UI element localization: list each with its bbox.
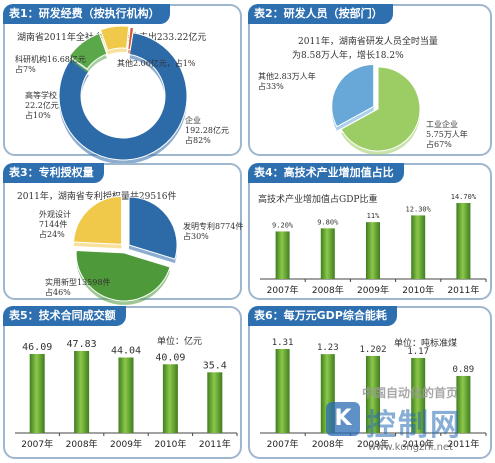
pie-label-other: 其他2.06亿元，占1% — [117, 59, 196, 68]
bar-2 — [366, 355, 380, 433]
panel-title: 表6：每万元GDP综合能耗 — [248, 306, 397, 326]
x-tick-label: 2010年 — [402, 438, 434, 450]
panel-subtitle-line1: 2011年，湖南省研发人员全时当量 — [298, 37, 438, 47]
pie-chart-rd-personnel — [331, 63, 421, 155]
bar-value-label: 44.04 — [111, 345, 141, 356]
bar-value-label: 35.4 — [203, 360, 227, 371]
x-tick-label: 2007年 — [267, 438, 299, 450]
pie-slice-3 — [127, 26, 135, 51]
panel-title: 表3：专利授权量 — [3, 163, 104, 183]
panel-hightech-share: 表4：高技术产业增加值占比 高技术产业增加值占GDP比重 9.20% 2007年 9… — [248, 163, 492, 300]
bar-value-label: 1.17 — [407, 347, 429, 357]
bar-value-label: 9.80% — [317, 218, 339, 226]
pie-label-utility: 实用新型13598件 占46% — [45, 278, 111, 297]
bar-value-label: 11% — [367, 212, 380, 220]
bar-2 — [118, 357, 134, 433]
x-tick-label: 2011年 — [199, 438, 231, 450]
bar-value-label: 47.83 — [67, 339, 97, 350]
bar-1 — [320, 354, 335, 433]
x-tick-label: 2008年 — [312, 284, 344, 296]
panel-tech-contracts: 表5：技术合同成交额 单位：亿元 46.09 2007年 47.83 2008年 44.… — [3, 306, 242, 459]
bar-3 — [162, 364, 178, 433]
bar-0 — [275, 349, 290, 433]
bar-chart-tech-contracts: 46.09 2007年 47.83 2008年 44.04 2009年 40.09 2010年… — [15, 339, 238, 450]
bar-1 — [320, 228, 335, 279]
pie-label-industrial: 工业企业 5.75万人年 占67% — [426, 120, 468, 149]
bar-3 — [411, 357, 426, 433]
pie-label-other: 其他2.83万人年 占33% — [258, 72, 316, 91]
panel-title: 表5：技术合同成交额 — [3, 306, 126, 326]
x-tick-label: 2011年 — [447, 284, 479, 296]
unit-label: 单位：亿元 — [157, 337, 203, 347]
pie-label-universities: 高等学校 22.2亿元 占10% — [25, 91, 59, 120]
x-tick-label: 2010年 — [402, 284, 434, 296]
x-tick-label: 2008年 — [312, 438, 344, 450]
pie-label-enterprise: 企业 192.28亿元 占82% — [185, 116, 229, 145]
bar-0 — [29, 353, 45, 433]
bar-2 — [366, 222, 380, 279]
pie-slice-1 — [68, 32, 108, 70]
bar-4 — [207, 372, 223, 433]
bar-value-label: 46.09 — [22, 342, 52, 353]
pie-slice-0 — [340, 66, 421, 152]
panel-title: 表2：研发人员（按部门） — [248, 4, 393, 24]
bar-value-label: 40.09 — [155, 352, 185, 363]
panel-subtitle: 2011年，湖南省专利授权量共29516件 — [17, 192, 177, 202]
pie-chart-patents — [73, 195, 178, 305]
panel-rd-personnel: 表2：研发人员（按部门） 2011年，湖南省研发人员全时当量 为8.58万人年，… — [248, 4, 492, 156]
bar-chart-hightech-share: 9.20% 2007年 9.80% 2008年 11% 2009年 12.30% 2010年 1… — [260, 193, 487, 296]
bar-value-label: 14.70% — [451, 193, 477, 201]
pie-slice-0 — [58, 32, 188, 161]
bar-value-label: 1.23 — [317, 343, 339, 353]
pie-label-design: 外观设计 7144件 占24% — [39, 210, 71, 239]
pie-slice-2 — [73, 195, 123, 245]
bar-value-label: 1.202 — [359, 345, 386, 355]
bar-value-label: 9.20% — [272, 221, 294, 229]
bar-value-label: 1.31 — [272, 338, 294, 348]
panel-subtitle: 高技术产业增加值占GDP比重 — [258, 195, 378, 205]
x-tick-label: 2010年 — [154, 438, 186, 450]
pie-slice-1 — [75, 250, 171, 302]
pie-slice-1 — [331, 63, 375, 128]
pie-slice-0 — [128, 196, 178, 260]
bar-value-label: 12.30% — [406, 205, 432, 213]
bar-3 — [411, 215, 426, 279]
bar-value-label: 0.89 — [453, 365, 475, 375]
bar-1 — [74, 351, 90, 433]
x-tick-label: 2009年 — [357, 284, 389, 296]
pie-label-invention: 发明专利8774件 占30% — [183, 222, 244, 241]
pie-chart-rd-funding — [58, 25, 188, 165]
panel-rd-funding: 表1：研发经费（按执行机构） 湖南省2011年全社会研发经费支出233.22亿元… — [3, 4, 242, 165]
unit-label: 单位：吨标准煤 — [394, 339, 458, 349]
x-tick-label: 2009年 — [110, 438, 142, 450]
pie-slice-2 — [99, 25, 130, 52]
x-tick-label: 2007年 — [21, 438, 53, 450]
x-tick-label: 2009年 — [357, 438, 389, 450]
panel-patents: 表3：专利授权量 2011年，湖南省专利授权量共29516件 外观设计 7144… — [3, 163, 244, 305]
x-tick-label: 2011年 — [447, 438, 479, 450]
panel-title: 表1：研发经费（按执行机构） — [3, 4, 170, 24]
bar-4 — [456, 375, 471, 433]
bar-0 — [275, 231, 290, 279]
panel-energy-consumption: 表6：每万元GDP综合能耗 单位：吨标准煤 1.31 2007年 1.23 2008年… — [248, 306, 492, 459]
bar-4 — [456, 203, 471, 279]
pie-label-institutes: 科研机构16.68亿元 占7% — [15, 55, 86, 74]
x-tick-label: 2007年 — [267, 284, 299, 296]
bar-chart-energy-consumption: 1.31 2007年 1.23 2008年 1.202 2009年 1.17 2010年 0.8… — [260, 338, 487, 450]
x-tick-label: 2008年 — [66, 438, 98, 450]
panel-title: 表4：高技术产业增加值占比 — [248, 163, 404, 183]
panel-subtitle-line2: 为8.58万人年，增长18.2% — [292, 51, 404, 61]
